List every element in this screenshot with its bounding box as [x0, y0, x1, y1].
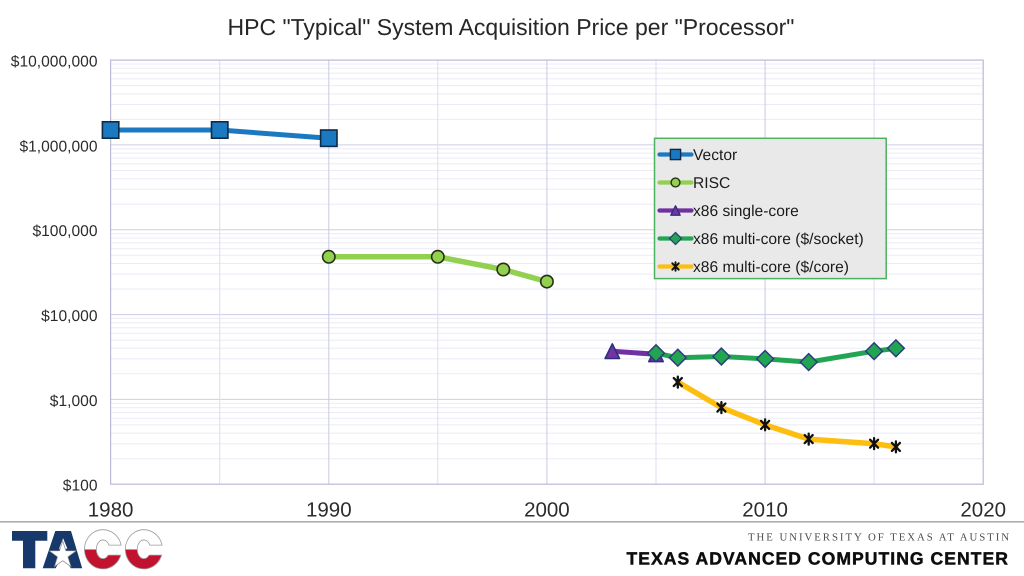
svg-text:2010: 2010	[742, 499, 788, 522]
svg-text:$1,000,000: $1,000,000	[19, 138, 97, 155]
svg-text:$10,000: $10,000	[41, 308, 98, 325]
svg-text:Vector: Vector	[693, 147, 737, 164]
svg-text:x86 multi-core ($/socket): x86 multi-core ($/socket)	[693, 231, 864, 248]
svg-text:1990: 1990	[306, 499, 352, 522]
svg-text:TEXAS ADVANCED COMPUTING CENTE: TEXAS ADVANCED COMPUTING CENTER	[626, 549, 1009, 569]
svg-text:$100: $100	[63, 478, 98, 495]
svg-text:2000: 2000	[524, 499, 570, 522]
svg-text:x86 single-core: x86 single-core	[693, 203, 799, 220]
svg-text:$100,000: $100,000	[32, 223, 97, 240]
svg-text:2020: 2020	[960, 499, 1006, 522]
svg-text:1980: 1980	[88, 499, 134, 522]
svg-text:RISC: RISC	[693, 175, 730, 192]
svg-text:HPC "Typical" System Acquisiti: HPC "Typical" System Acquisition Price p…	[228, 14, 795, 40]
svg-text:$1,000: $1,000	[50, 393, 98, 410]
svg-text:$10,000,000: $10,000,000	[11, 54, 98, 71]
svg-text:x86 multi-core ($/core): x86 multi-core ($/core)	[693, 259, 849, 276]
svg-text:THE UNIVERSITY OF TEXAS AT AUS: THE UNIVERSITY OF TEXAS AT AUSTIN	[748, 532, 1011, 544]
